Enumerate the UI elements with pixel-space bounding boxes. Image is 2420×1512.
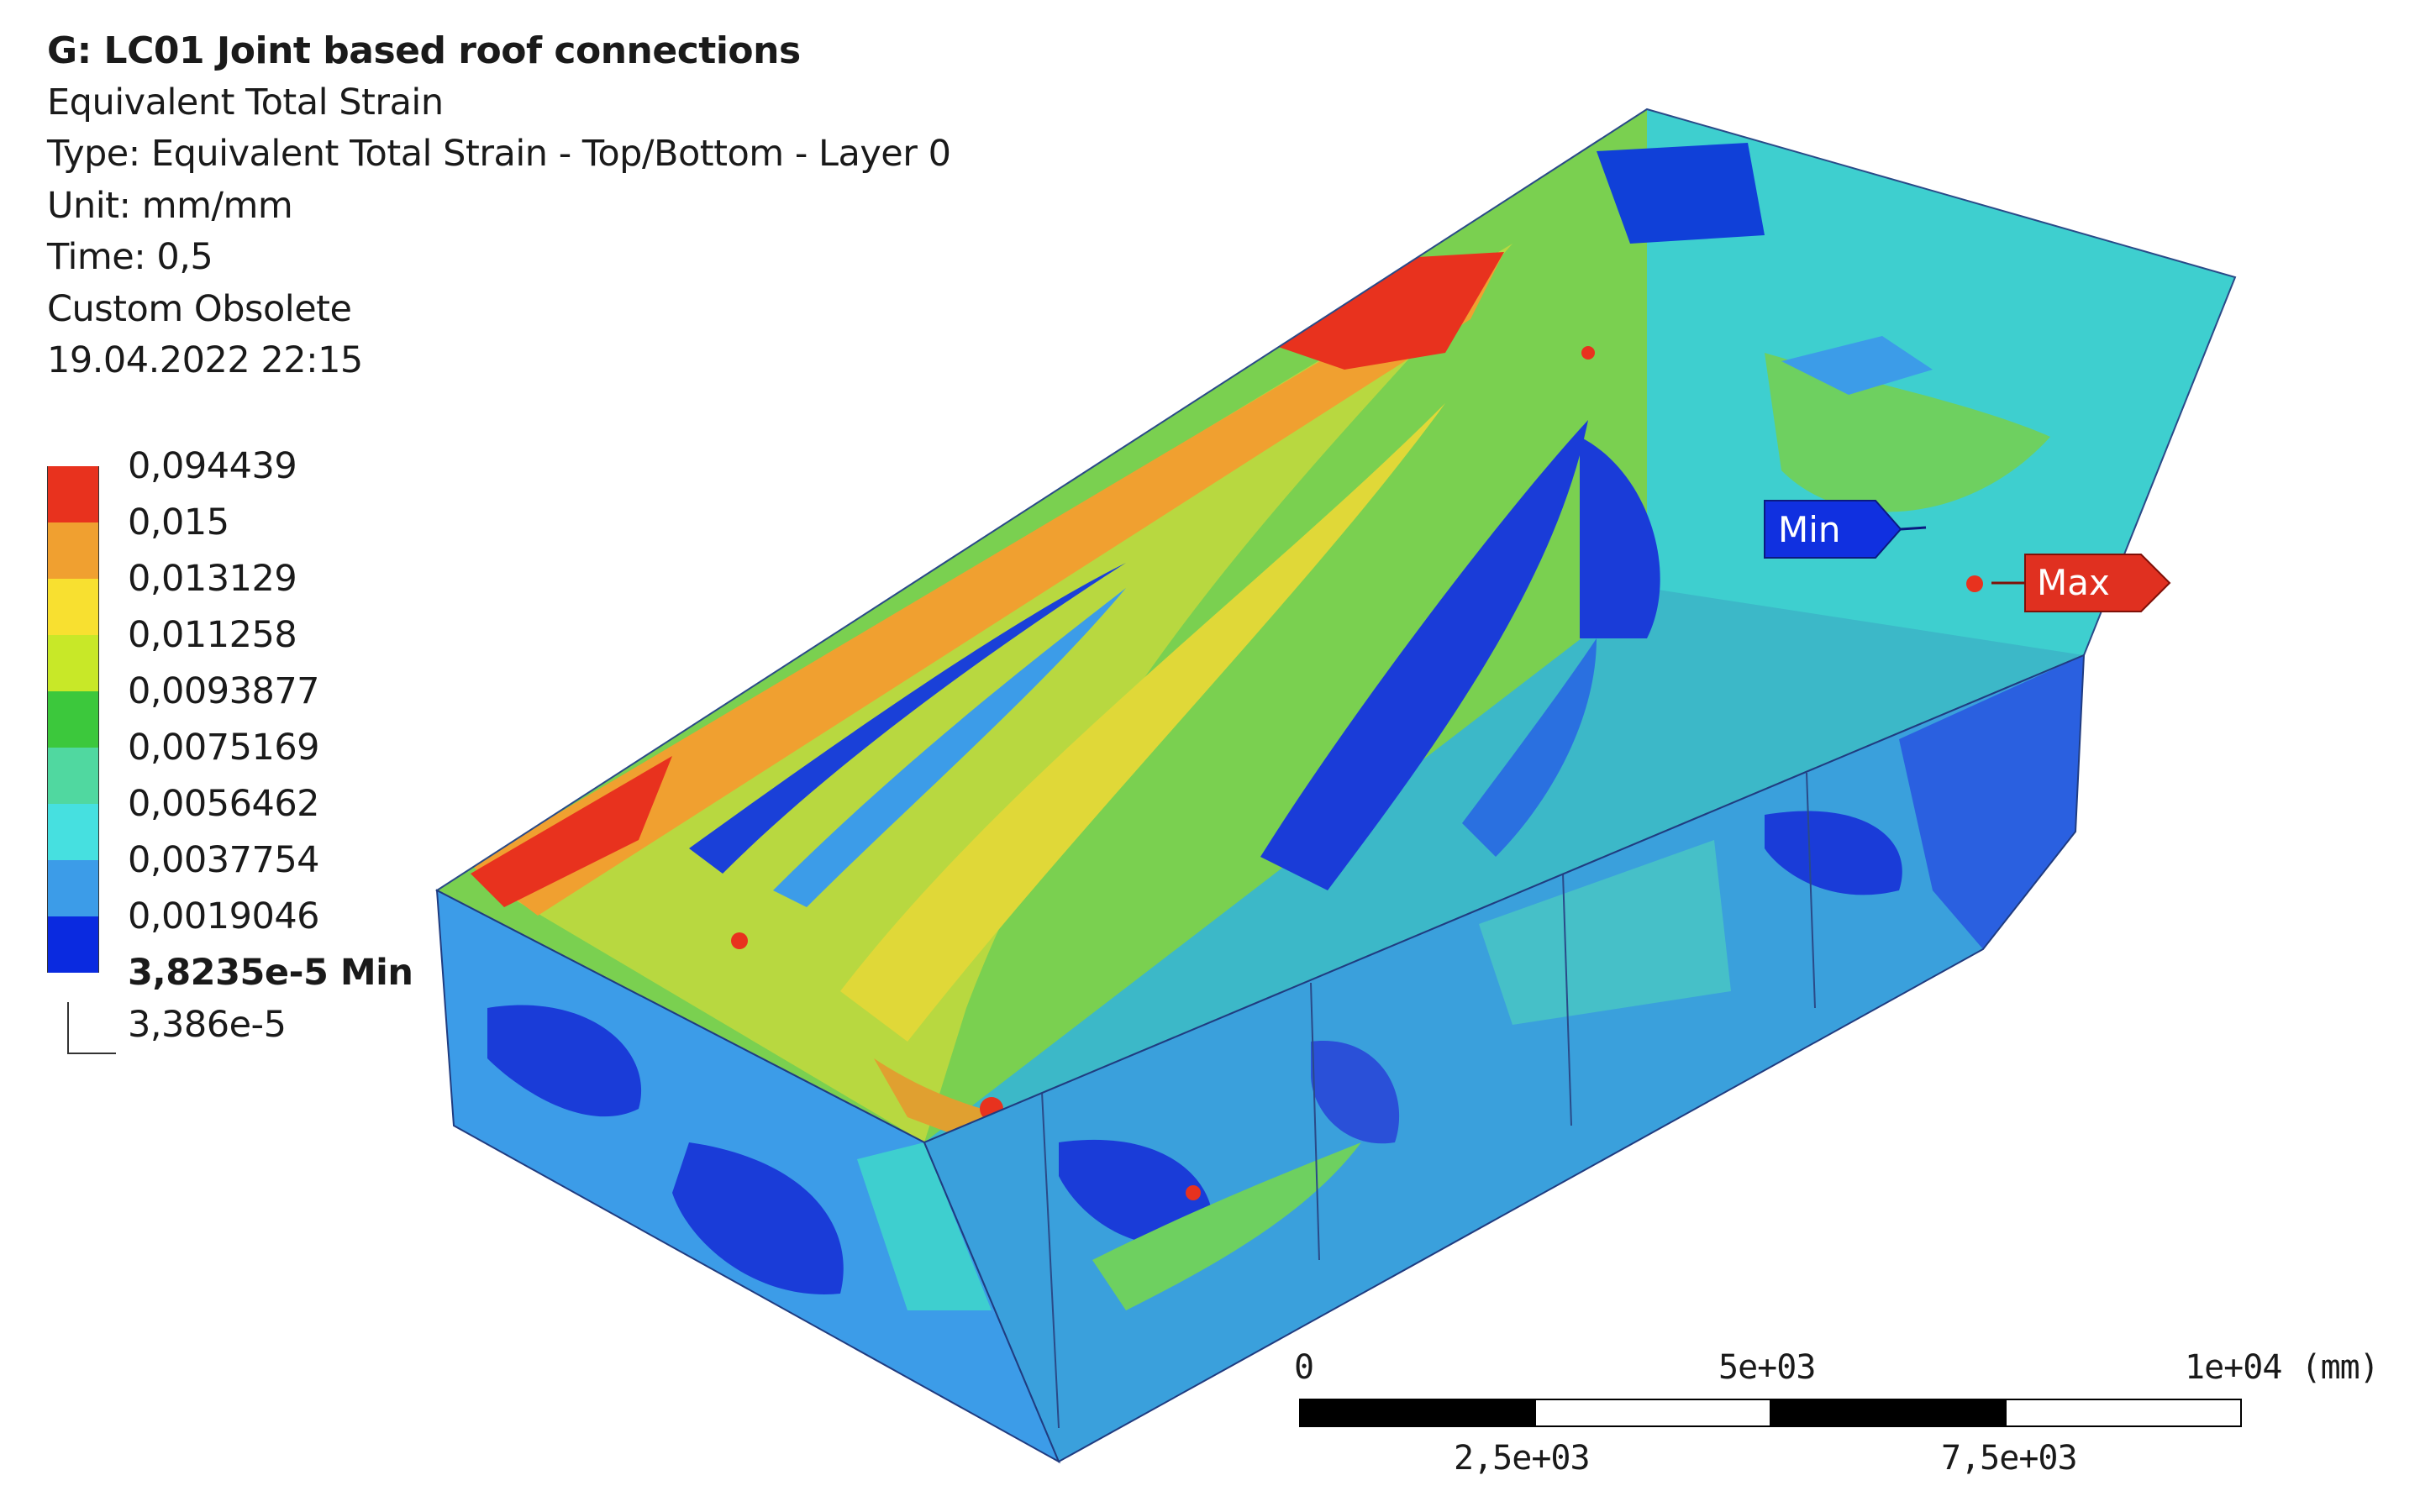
result-time: Time: 0,5	[47, 236, 213, 278]
scale-segment-4	[2005, 1399, 2242, 1427]
legend-label-3: 0,013129	[128, 558, 297, 600]
legend-swatch-4	[47, 635, 99, 691]
min-marker[interactable]: Min	[1764, 500, 1927, 559]
model-front-face	[437, 890, 1059, 1462]
legend-label-9: 0,0019046	[128, 895, 320, 937]
legend-label-8: 0,0037754	[128, 839, 320, 881]
legend-label-1: 0,094439	[128, 445, 297, 487]
scale-segment-3	[1770, 1399, 2007, 1427]
model-roof-surface	[437, 109, 2235, 1142]
side-face-outline	[923, 654, 2086, 1463]
scale-segment-2	[1534, 1399, 1771, 1427]
color-legend[interactable]: 0,094439 0,015 0,013129 0,011258 0,00938…	[47, 445, 484, 1054]
legend-swatch-7	[47, 804, 99, 860]
model-side-face	[924, 655, 2084, 1462]
legend-label-7: 0,0056462	[128, 783, 320, 825]
scale-label-2-5e3: 2,5e+03	[1454, 1439, 1591, 1478]
legend-below-min-bracket	[67, 1002, 116, 1054]
scale-label-0: 0	[1294, 1348, 1314, 1387]
legend-swatch-6	[47, 748, 99, 804]
legend-label-4: 0,011258	[128, 614, 297, 656]
legend-swatch-3	[47, 579, 99, 635]
scale-segment-1	[1299, 1399, 1536, 1427]
legend-label-6: 0,0075169	[128, 727, 320, 769]
result-name: Equivalent Total Strain	[47, 81, 444, 123]
legend-swatch-8	[47, 860, 99, 916]
result-timestamp: 19.04.2022 22:15	[47, 339, 363, 381]
legend-label-5: 0,0093877	[128, 670, 320, 712]
legend-swatch-9	[47, 916, 99, 973]
legend-swatch-1	[47, 466, 99, 522]
scale-label-7-5e3: 7,5e+03	[1941, 1439, 2078, 1478]
legend-swatch-5	[47, 691, 99, 748]
result-type: Type: Equivalent Total Strain - Top/Bott…	[47, 133, 951, 175]
scale-label-1e4: 1e+04 (mm)	[2185, 1348, 2380, 1387]
max-marker[interactable]: Max	[1991, 554, 2171, 612]
min-marker-label: Min	[1778, 509, 1841, 550]
scale-bar: 0 5e+03 1e+04 (mm) 2,5e+03 7,5e+03	[1294, 1348, 2403, 1504]
legend-label-min: 3,8235e-5 Min	[128, 952, 413, 994]
result-info-panel: G: LC01 Joint based roof connections Equ…	[47, 25, 951, 387]
result-unit: Unit: mm/mm	[47, 184, 293, 227]
legend-swatch-2	[47, 522, 99, 579]
legend-label-2: 0,015	[128, 501, 229, 543]
legend-label-below-min: 3,386e-5	[128, 1004, 287, 1046]
max-marker-label: Max	[2037, 562, 2110, 603]
analysis-title: G: LC01 Joint based roof connections	[47, 29, 801, 72]
scale-label-5e3: 5e+03	[1718, 1348, 1816, 1387]
result-custom: Custom Obsolete	[47, 287, 352, 330]
